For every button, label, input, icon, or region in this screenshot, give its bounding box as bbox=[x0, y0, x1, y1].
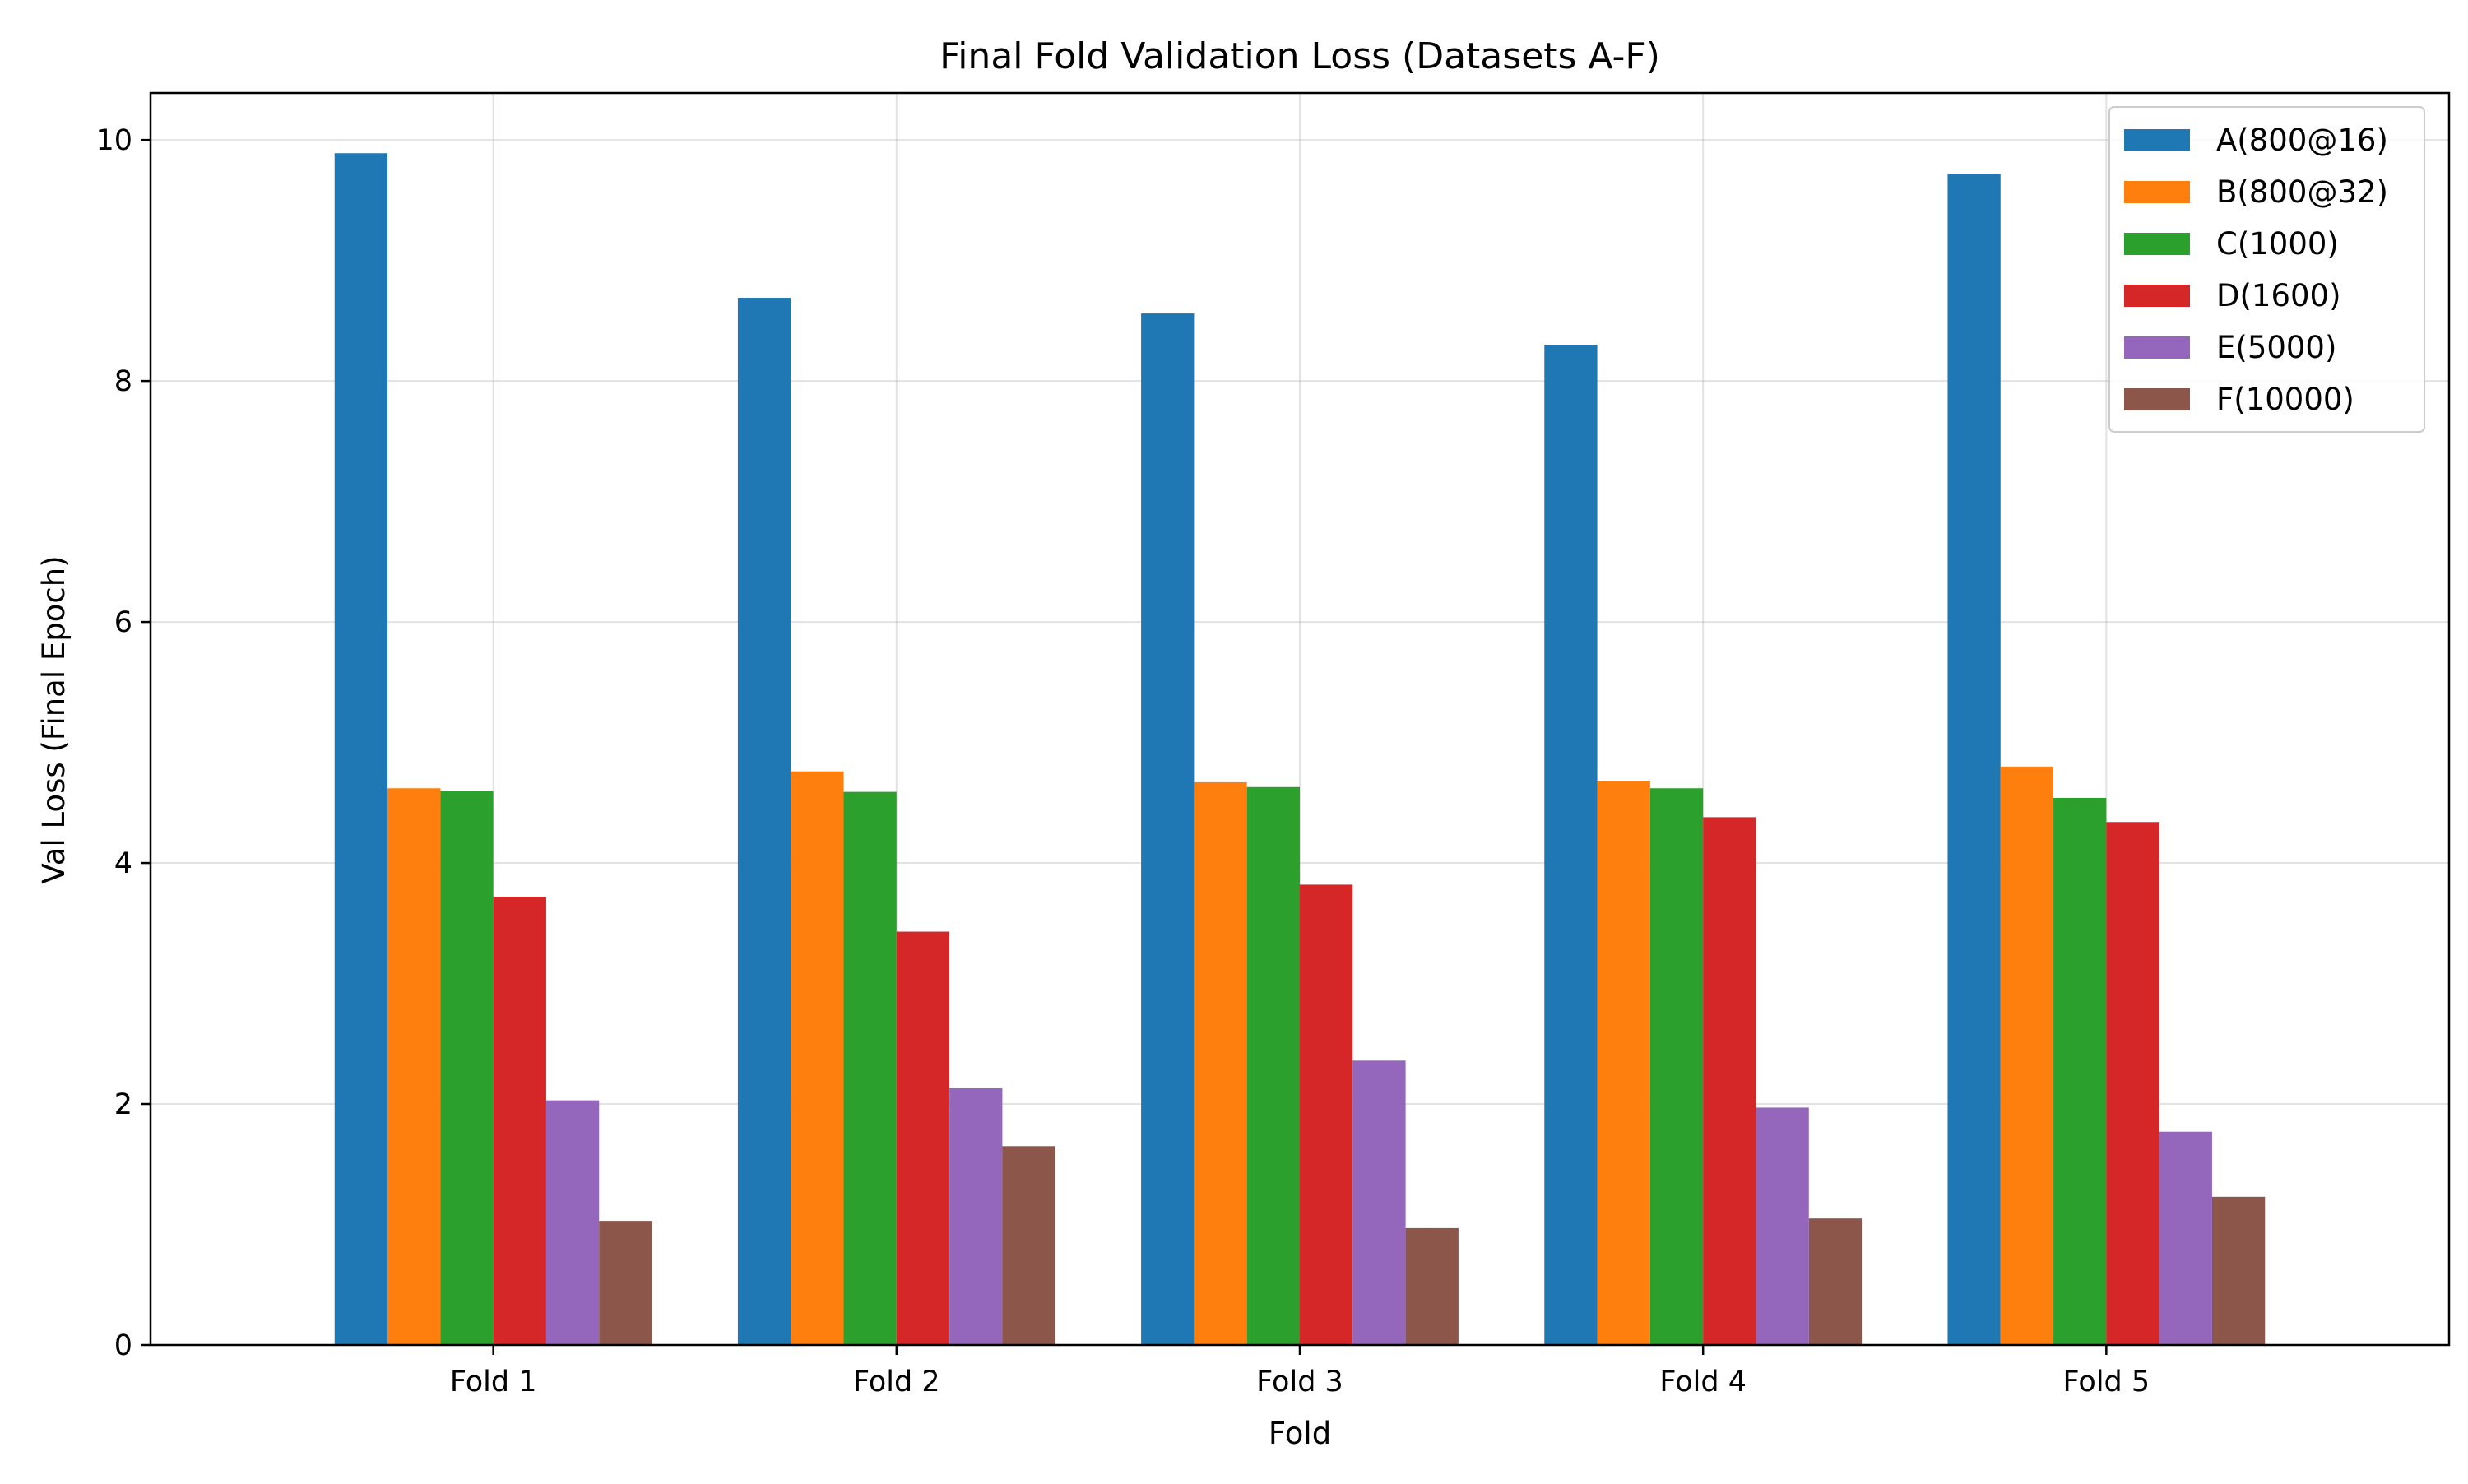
bar bbox=[1194, 781, 1247, 1345]
legend-label: A(800@16) bbox=[2216, 123, 2388, 158]
legend-swatch bbox=[2124, 285, 2190, 307]
bars bbox=[334, 153, 2266, 1346]
bar bbox=[1649, 788, 1704, 1345]
bar bbox=[2000, 766, 2054, 1345]
legend-entry: E(5000) bbox=[2124, 330, 2336, 365]
legend-label: E(5000) bbox=[2216, 330, 2336, 365]
legend-label: D(1600) bbox=[2216, 278, 2341, 313]
y-tick-label: 2 bbox=[114, 1088, 132, 1121]
bar bbox=[387, 788, 441, 1345]
bar bbox=[1808, 1218, 1863, 1345]
bar bbox=[1352, 1060, 1406, 1345]
legend-entry: B(800@32) bbox=[2124, 174, 2388, 210]
bar bbox=[896, 931, 950, 1345]
y-axis-label: Val Loss (Final Epoch) bbox=[36, 555, 72, 883]
series-6-bars bbox=[599, 1146, 2266, 1345]
legend-entry: C(1000) bbox=[2124, 226, 2339, 262]
bar bbox=[1703, 817, 1756, 1345]
legend-label: B(800@32) bbox=[2216, 174, 2388, 210]
series-2-bars bbox=[387, 766, 2054, 1345]
x-axis-label: Fold bbox=[1269, 1416, 1331, 1451]
bar bbox=[1300, 884, 1353, 1345]
bar bbox=[791, 771, 844, 1345]
legend-label: C(1000) bbox=[2216, 226, 2339, 262]
bar bbox=[545, 1100, 600, 1345]
chart-title: Final Fold Validation Loss (Datasets A-F… bbox=[939, 35, 1660, 77]
bar bbox=[1947, 174, 2001, 1346]
y-tick-label: 0 bbox=[114, 1329, 132, 1362]
legend-swatch bbox=[2124, 233, 2190, 255]
bar bbox=[843, 791, 897, 1345]
bar bbox=[1405, 1227, 1459, 1345]
legend: A(800@16) B(800@32) C(1000) D(1600) E(5000) F… bbox=[2108, 106, 2425, 433]
bar bbox=[1597, 781, 1650, 1345]
bar bbox=[949, 1087, 1003, 1345]
bar bbox=[1756, 1107, 1809, 1345]
y-tick-label: 10 bbox=[95, 124, 132, 157]
x-tick-label: Fold 5 bbox=[2063, 1366, 2150, 1398]
bar bbox=[440, 791, 494, 1345]
series-1-bars bbox=[334, 153, 2001, 1346]
bar bbox=[2159, 1131, 2212, 1345]
x-tick-label: Fold 4 bbox=[1659, 1366, 1747, 1398]
legend-swatch bbox=[2124, 388, 2190, 410]
y-tick-label: 8 bbox=[114, 365, 132, 398]
legend-entry: A(800@16) bbox=[2124, 123, 2388, 158]
bar bbox=[1544, 345, 1598, 1345]
legend-swatch bbox=[2124, 181, 2190, 203]
legend-swatch bbox=[2124, 129, 2190, 151]
x-tick-label: Fold 1 bbox=[450, 1366, 537, 1398]
legend-swatch bbox=[2124, 336, 2190, 359]
series-4-bars bbox=[493, 817, 2160, 1345]
axis-ticks: 0 2 4 6 8 10 Fold 1 Fold 2 Fold 3 Fold 4 Fold 5 bbox=[95, 124, 2150, 1398]
bar bbox=[1002, 1146, 1055, 1345]
bar bbox=[334, 153, 388, 1345]
series-5-bars bbox=[545, 1060, 2212, 1345]
bar bbox=[1141, 313, 1195, 1345]
y-tick-label: 4 bbox=[114, 847, 132, 880]
bar bbox=[493, 897, 546, 1345]
y-tick-label: 6 bbox=[114, 606, 132, 639]
bar bbox=[599, 1221, 652, 1345]
bar bbox=[1246, 786, 1300, 1345]
legend-entry: F(10000) bbox=[2124, 382, 2354, 417]
bar bbox=[2106, 822, 2160, 1345]
x-tick-label: Fold 3 bbox=[1256, 1366, 1343, 1398]
legend-label: F(10000) bbox=[2216, 382, 2354, 417]
legend-entry: D(1600) bbox=[2124, 278, 2341, 313]
bar bbox=[2053, 797, 2107, 1345]
bar bbox=[2211, 1196, 2266, 1345]
x-tick-label: Fold 2 bbox=[853, 1366, 940, 1398]
bar bbox=[737, 298, 791, 1345]
series-3-bars bbox=[440, 786, 2107, 1345]
